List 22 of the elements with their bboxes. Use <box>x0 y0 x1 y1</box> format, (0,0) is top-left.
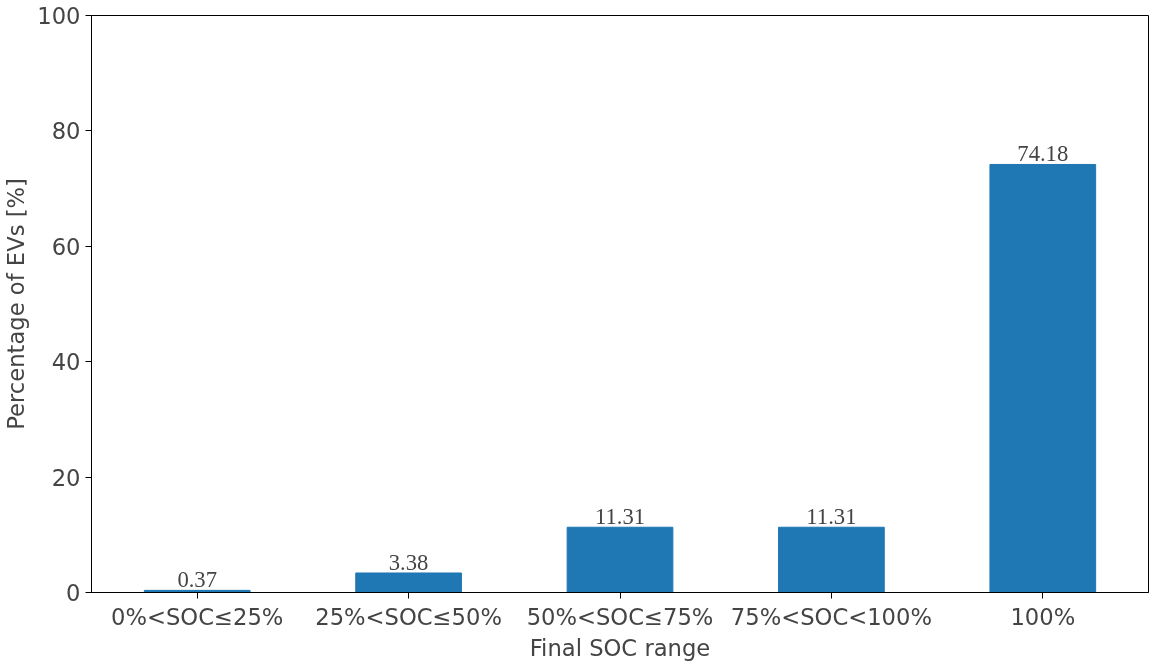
y-tick-label: 100 <box>37 3 81 29</box>
x-tick-label: 75%<SOC<100% <box>730 603 932 630</box>
data-label: 11.31 <box>594 504 646 530</box>
x-tick-label: 0%<SOC≤25% <box>111 603 284 630</box>
data-label: 3.38 <box>388 550 429 575</box>
x-tick-label: 50%<SOC≤75% <box>526 603 714 630</box>
y-axis-title: Percentage of EVs [%] <box>3 178 30 430</box>
y-tick-label: 60 <box>51 233 81 260</box>
x-tick-label: 25%<SOC≤50% <box>315 603 502 630</box>
data-label: 0.37 <box>177 567 218 593</box>
bar <box>989 163 1097 593</box>
bar <box>355 572 462 593</box>
data-label: 11.31 <box>806 504 857 530</box>
x-tick-label: 100% <box>1010 603 1076 630</box>
data-label: 74.18 <box>1017 141 1069 167</box>
y-tick-label: 40 <box>51 349 81 376</box>
y-tick-label: 80 <box>51 118 81 145</box>
y-tick-label: 0 <box>66 580 81 606</box>
x-axis-title: Final SOC range <box>529 634 711 661</box>
bar <box>566 526 674 593</box>
bar <box>778 526 885 593</box>
y-tick-label: 20 <box>51 464 81 491</box>
